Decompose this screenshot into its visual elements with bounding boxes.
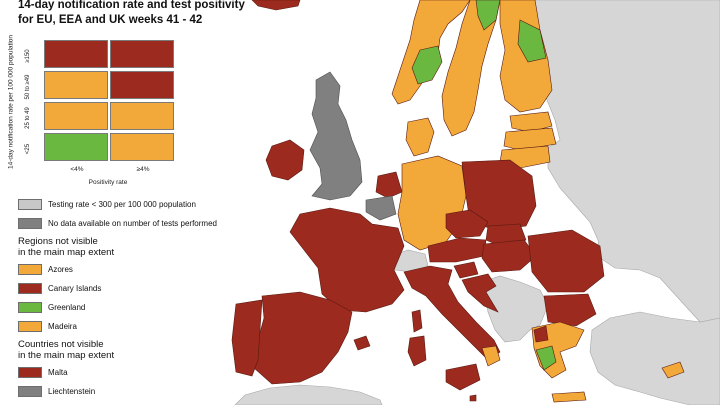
legend-region-item: Greenland bbox=[18, 298, 218, 317]
united-kingdom bbox=[309, 71, 363, 201]
matrix-y-axis: 14-day notification rate per 100 000 pop… bbox=[4, 34, 18, 170]
sardinia bbox=[407, 335, 427, 367]
matrix-cell bbox=[44, 102, 108, 130]
legend-country-label: Malta bbox=[48, 368, 68, 377]
denmark bbox=[405, 117, 435, 157]
matrix-row-label-text: <25 bbox=[25, 143, 31, 154]
legend-item-testing-rate: Testing rate < 300 per 100 000 populatio… bbox=[18, 195, 218, 214]
hungary bbox=[481, 239, 537, 273]
legend-label-testing-rate: Testing rate < 300 per 100 000 populatio… bbox=[48, 200, 196, 209]
croatia bbox=[461, 273, 499, 313]
map-legend: Testing rate < 300 per 100 000 populatio… bbox=[18, 195, 218, 401]
legend-heading-regions-line-1: Regions not visible bbox=[18, 236, 98, 247]
ireland bbox=[265, 139, 305, 181]
matrix-x-axis-label: Positivity rate bbox=[88, 179, 128, 186]
greece-green-region bbox=[535, 345, 557, 371]
legend-swatch-light-grey bbox=[18, 199, 42, 210]
legend-countries-list: Malta Liechtenstein bbox=[18, 363, 218, 401]
legend-heading-regions-line-2: in the main map extent bbox=[18, 247, 115, 258]
netherlands bbox=[375, 171, 403, 199]
spain bbox=[253, 291, 353, 385]
sweden bbox=[441, 0, 501, 137]
map-title-line-2: for EU, EEA and UK weeks 41 - 42 bbox=[18, 14, 203, 26]
map-title: 14-day notification rate and test positi… bbox=[18, 0, 278, 28]
legend-country-label: Liechtenstein bbox=[48, 387, 96, 396]
italy bbox=[403, 265, 501, 361]
legend-region-item: Madeira bbox=[18, 317, 218, 336]
romania bbox=[527, 229, 605, 293]
matrix-cell bbox=[110, 102, 174, 130]
legend-region-swatch bbox=[18, 264, 42, 275]
matrix-cell bbox=[44, 40, 108, 68]
legend-country-item: Malta bbox=[18, 363, 218, 382]
legend-region-label: Canary Islands bbox=[48, 284, 102, 293]
north-africa-land bbox=[234, 384, 383, 405]
matrix-column-label: <4% bbox=[70, 166, 84, 173]
russia-east-land bbox=[529, 0, 720, 323]
balearic-islands bbox=[353, 335, 371, 351]
matrix-row-label-text: 25 to 49 bbox=[25, 106, 31, 129]
legend-country-swatch bbox=[18, 367, 42, 378]
legend-region-label: Greenland bbox=[48, 303, 86, 312]
czechia bbox=[445, 209, 489, 239]
matrix-row-label: <25 bbox=[22, 143, 34, 154]
matrix-y-axis-label: 14-day notification rate per 100 000 pop… bbox=[7, 34, 15, 170]
france bbox=[289, 207, 405, 313]
matrix-cell bbox=[110, 40, 174, 68]
legend-country-swatch bbox=[18, 386, 42, 397]
matrix-cell bbox=[44, 71, 108, 99]
bulgaria bbox=[543, 293, 597, 327]
poland bbox=[461, 159, 537, 231]
matrix-row-label: 25 to 49 bbox=[22, 107, 34, 129]
legend-label-no-data: No data available on number of tests per… bbox=[48, 219, 217, 228]
greece-dark-region bbox=[533, 325, 549, 343]
matrix-row-label: ≥150 bbox=[22, 48, 34, 63]
finland-green-region bbox=[517, 19, 547, 63]
iceland bbox=[251, 0, 301, 11]
legend-heading-countries-line-1: Countries not visible bbox=[18, 339, 104, 350]
turkey-land bbox=[589, 311, 720, 405]
legend-item-no-data: No data available on number of tests per… bbox=[18, 214, 218, 233]
legend-regions-list: Azores Canary Islands Greenland Madeira bbox=[18, 260, 218, 336]
crete bbox=[551, 391, 587, 403]
legend-swatch-dark-grey bbox=[18, 218, 42, 229]
legend-region-swatch bbox=[18, 283, 42, 294]
legend-region-label: Madeira bbox=[48, 322, 77, 331]
cyprus bbox=[661, 361, 685, 379]
legend-heading-countries: Countries not visible in the main map ex… bbox=[18, 336, 218, 363]
portugal bbox=[231, 299, 263, 377]
matrix-cell bbox=[110, 133, 174, 161]
matrix-row-label: 50 to ≥49 bbox=[22, 74, 34, 99]
corsica bbox=[411, 309, 423, 333]
slovenia bbox=[453, 261, 479, 279]
malta-island bbox=[469, 394, 477, 402]
norway-green-region bbox=[411, 45, 443, 85]
matrix-column-label: ≥4% bbox=[136, 166, 150, 173]
legend-region-item: Azores bbox=[18, 260, 218, 279]
legend-heading-countries-line-2: in the main map extent bbox=[18, 350, 115, 361]
legend-heading-regions: Regions not visible in the main map exte… bbox=[18, 233, 218, 260]
legend-region-item: Canary Islands bbox=[18, 279, 218, 298]
map-title-line-1: 14-day notification rate and test positi… bbox=[18, 0, 245, 11]
matrix-cell bbox=[110, 71, 174, 99]
matrix-cell bbox=[44, 133, 108, 161]
legend-region-swatch bbox=[18, 321, 42, 332]
switzerland-land bbox=[391, 249, 429, 273]
legend-region-swatch bbox=[18, 302, 42, 313]
sicily bbox=[445, 363, 481, 391]
belgium bbox=[365, 195, 397, 221]
italy-south-orange-region bbox=[481, 345, 501, 367]
positivity-notification-matrix: 14-day notification rate per 100 000 pop… bbox=[0, 34, 200, 193]
matrix-row-label-text: ≥150 bbox=[25, 48, 31, 63]
sweden-green-region bbox=[475, 0, 501, 31]
legend-region-label: Azores bbox=[48, 265, 73, 274]
matrix-row-label-text: 50 to ≥49 bbox=[25, 74, 31, 99]
legend-country-item: Liechtenstein bbox=[18, 382, 218, 401]
